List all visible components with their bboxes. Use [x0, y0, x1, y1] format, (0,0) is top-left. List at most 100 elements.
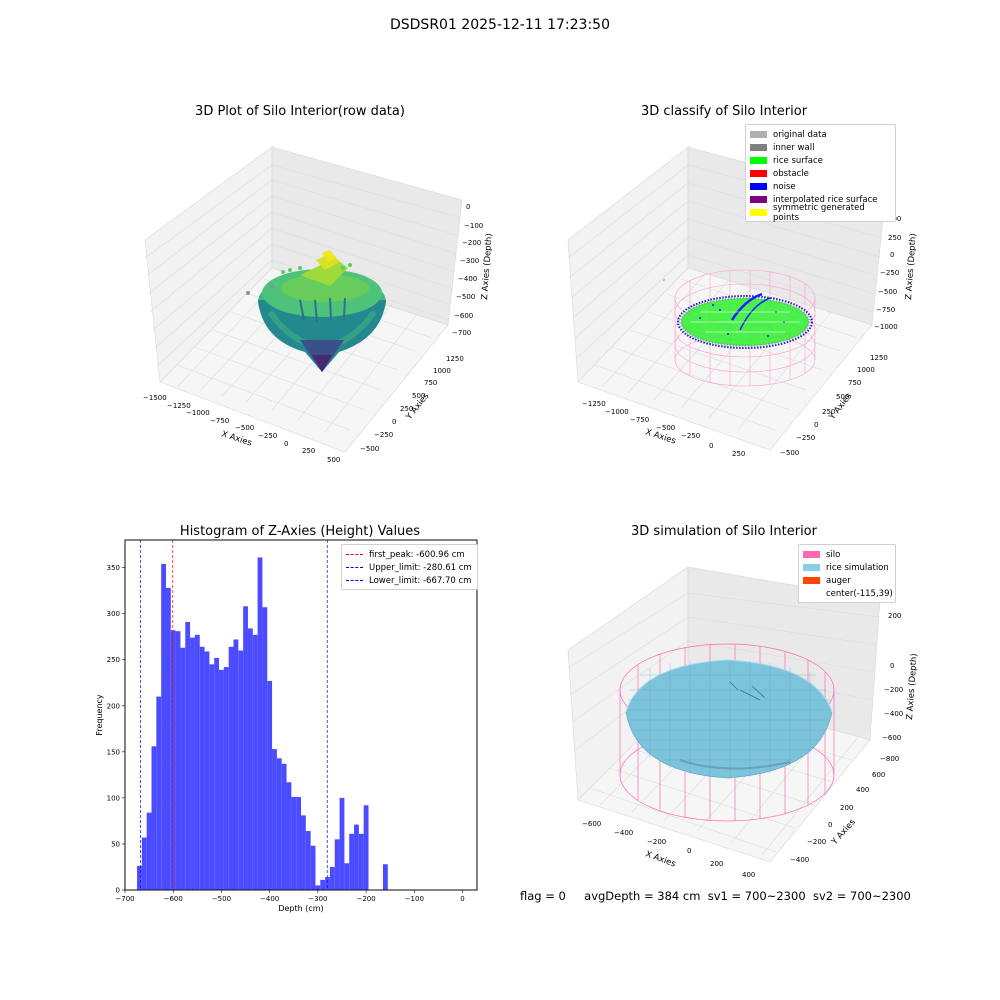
legend-line	[346, 554, 363, 555]
classify-xtick-label: −500	[656, 424, 675, 432]
histogram-bar	[170, 630, 176, 890]
sim-ytick-label: −200	[807, 838, 826, 846]
histogram-bar	[156, 696, 162, 890]
raw-ytick-label: −500	[360, 445, 379, 453]
raw-xtick-label: −500	[235, 424, 254, 432]
legend-label: interpolated rice surface	[773, 194, 878, 205]
sim-ytick-label: −400	[790, 856, 809, 864]
legend-label: rice surface	[773, 155, 823, 166]
classify-points	[663, 279, 813, 349]
histogram-bar	[199, 646, 205, 890]
histogram-bar	[219, 669, 224, 890]
legend-swatch	[803, 590, 820, 597]
raw-plot-title: 3D Plot of Silo Interior(row data)	[195, 104, 405, 119]
histogram-bar	[267, 680, 273, 890]
histogram-bar	[339, 797, 345, 890]
histogram-bar	[305, 831, 311, 890]
histogram-bar	[349, 833, 355, 890]
raw-3d-axes: −1500 −1250 −1000 −750 −500 −250 0 250 5…	[143, 146, 495, 464]
histogram-bar	[165, 587, 171, 890]
sim-ztick-label: −600	[882, 734, 901, 742]
classify-xtick-label: 0	[709, 442, 713, 450]
classify-ytick-label: 1000	[857, 366, 875, 374]
legend-item: auger	[803, 574, 891, 587]
sim-ztick-label: −200	[884, 686, 903, 694]
legend-swatch	[803, 577, 820, 584]
sim-zaxis-label: Z Axies (Depth)	[905, 653, 920, 720]
histogram-xtick-label: −200	[356, 895, 375, 903]
sim-ytick-label: 400	[856, 786, 869, 794]
histogram-yticks: 0 50 100 150 200 250 300 350	[107, 564, 125, 895]
legend-item: rice surface	[750, 154, 891, 167]
histogram-bar	[194, 634, 200, 890]
histogram-bar	[276, 758, 282, 890]
legend-swatch	[750, 170, 767, 177]
histogram-bar	[228, 646, 234, 890]
sim-ztick-label: −400	[884, 710, 903, 718]
histogram-bar	[363, 805, 369, 890]
legend-swatch	[750, 144, 767, 151]
histogram-xtick-label: −500	[212, 895, 231, 903]
sim-ztick-label: 200	[888, 612, 901, 620]
classify-xtick-label: 250	[732, 450, 745, 458]
classify-xtick-label: −1250	[582, 400, 606, 408]
sim-ytick-label: 0	[828, 821, 832, 829]
legend-label: silo	[826, 549, 841, 560]
raw-ztick-label: −100	[464, 222, 483, 230]
classify-ztick-label: 0	[890, 251, 894, 259]
histogram-bar	[354, 824, 359, 890]
histogram-bar	[141, 837, 147, 890]
classify-ytick-label: −250	[796, 434, 815, 442]
histogram-bar	[223, 667, 229, 890]
histogram-ytick-label: 350	[107, 564, 120, 572]
classify-ytick-label: 750	[848, 379, 861, 387]
legend-label: Lower_limit: -667.70 cm	[369, 575, 472, 586]
legend-label: obstacle	[773, 168, 809, 179]
histogram-bar	[243, 606, 248, 890]
raw-xtick-label: −1500	[143, 394, 167, 402]
figure-title: DSDSR01 2025-12-11 17:23:50	[389, 17, 610, 33]
histogram-bar	[137, 866, 142, 890]
raw-ztick-label: −400	[458, 275, 477, 283]
legend-item: noise	[750, 180, 891, 193]
histogram-bar	[161, 563, 166, 890]
sim-xtick-label: −400	[614, 829, 633, 837]
raw-ytick-label: 750	[424, 379, 437, 387]
sim-ztick-label: −800	[880, 755, 899, 763]
histogram-xticks: −700 −600 −500 −400 −300 −200 −100 0	[115, 890, 465, 903]
histogram-bar	[146, 812, 152, 890]
classify-xtick-label: −750	[630, 416, 649, 424]
legend-item: Upper_limit: -280.61 cm	[346, 561, 473, 574]
legend-item: obstacle	[750, 167, 891, 180]
histogram-xtick-label: −600	[164, 895, 183, 903]
histogram-ytick-label: 250	[107, 656, 120, 664]
histogram-ytick-label: 50	[111, 840, 120, 848]
sim-xtick-label: 200	[710, 860, 723, 868]
legend-label: Upper_limit: -280.61 cm	[369, 562, 472, 573]
classify-legend: original data inner wall rice surface ob…	[745, 124, 896, 223]
histogram-bar	[310, 845, 316, 890]
histogram-bar	[252, 634, 258, 890]
classify-ztick-label: −1000	[874, 323, 898, 331]
avg-depth-readout: avgDepth = 384 cm	[584, 889, 701, 903]
histogram-bar	[247, 628, 253, 890]
histogram-bar	[296, 796, 301, 890]
histogram-xtick-label: −400	[260, 895, 279, 903]
legend-swatch	[750, 131, 767, 138]
histogram-bar	[344, 863, 350, 890]
histogram-yaxis-label: Frequency	[95, 694, 104, 736]
raw-ztick-label: −300	[460, 257, 479, 265]
legend-item: Lower_limit: -667.70 cm	[346, 574, 473, 587]
legend-swatch	[803, 564, 820, 571]
histogram-xaxis-label: Depth (cm)	[278, 904, 323, 913]
raw-ytick-label: 1250	[446, 355, 464, 363]
histogram-bar	[175, 631, 181, 890]
histogram-bar	[315, 885, 321, 890]
histogram-xtick-label: −100	[405, 895, 424, 903]
raw-ztick-label: −600	[454, 312, 473, 320]
legend-swatch	[750, 157, 767, 164]
legend-label: center(-115,39)	[826, 588, 893, 599]
legend-swatch	[750, 196, 767, 203]
raw-xtick-label: 250	[302, 447, 315, 455]
classify-xtick-label: −250	[681, 432, 700, 440]
